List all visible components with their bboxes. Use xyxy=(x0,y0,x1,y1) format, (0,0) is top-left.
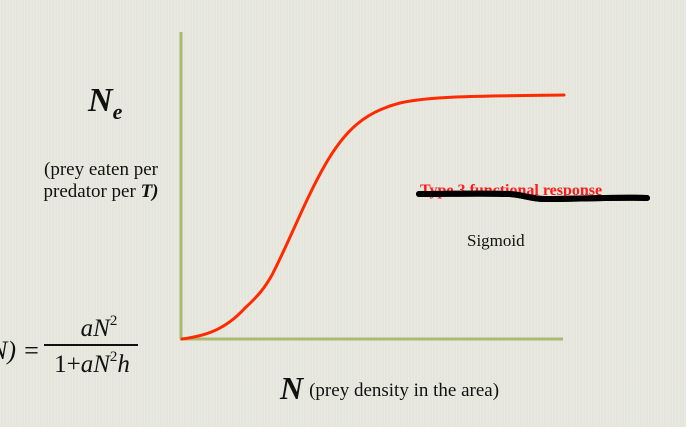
eq-den-one: 1 xyxy=(54,351,67,378)
eq-den-plus: + xyxy=(66,351,81,378)
x-desc: (prey density in the area) xyxy=(309,380,500,401)
equation-lhs: N) = xyxy=(0,336,41,365)
equation-numerator: aN2 xyxy=(64,313,134,343)
eq-den-exp: 2 xyxy=(109,349,118,365)
y-symbol-subscript: e xyxy=(112,99,123,124)
sigmoid-label: Sigmoid xyxy=(467,231,525,250)
x-axis-label: N (prey density in the area) xyxy=(280,370,499,407)
eq-num-term: aN xyxy=(80,315,110,342)
y-axis-description: (prey eaten per predator per T) xyxy=(30,159,172,203)
y-desc-line1: (prey eaten per xyxy=(44,159,158,180)
y-desc-line2-text: predator per xyxy=(43,181,141,202)
equation-fraction-bar xyxy=(44,344,138,346)
y-symbol-n: N xyxy=(88,82,113,119)
equation-denominator: 1+aN2h xyxy=(40,349,144,379)
y-desc-line2: predator per T) xyxy=(30,181,172,203)
x-symbol-n: N xyxy=(280,370,304,406)
eq-den-h: h xyxy=(117,351,130,378)
sigmoid-curve xyxy=(180,93,566,341)
eq-num-exp: 2 xyxy=(109,313,118,329)
y-axis-symbol: Ne xyxy=(88,84,122,123)
y-desc-T: T) xyxy=(140,181,159,202)
eq-den-an: aN xyxy=(80,351,110,378)
